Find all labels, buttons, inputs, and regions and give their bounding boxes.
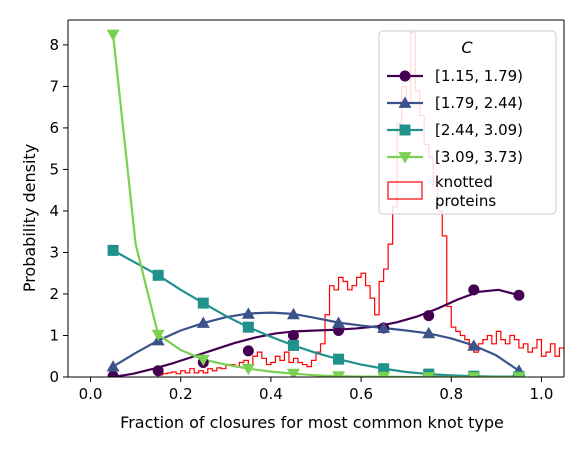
- y-tick-label-3: 3: [49, 243, 59, 261]
- legend-label-2: [2.44, 3.09): [435, 121, 523, 139]
- series-0-point-8: [468, 284, 479, 295]
- legend-hist-label-line-1: proteins: [435, 192, 496, 210]
- y-tick-label-4: 4: [49, 202, 59, 220]
- y-tick-label-0: 0: [49, 368, 59, 386]
- legend-hist-label-line-0: knotted: [435, 173, 493, 191]
- series-3-point-9: [512, 372, 525, 383]
- x-tick-label-2: 0.4: [259, 385, 283, 403]
- x-tick-label-3: 0.6: [349, 385, 373, 403]
- legend-title: C: [461, 38, 473, 57]
- series-0-point-3: [243, 345, 254, 356]
- series-0-point-1: [153, 365, 164, 376]
- series-0-point-7: [423, 310, 434, 321]
- series-3-point-8: [467, 372, 480, 383]
- series-2-point-1: [153, 270, 164, 281]
- y-tick-label-8: 8: [49, 36, 59, 54]
- series-0-point-4: [288, 330, 299, 341]
- y-tick-label-6: 6: [49, 119, 59, 137]
- legend-label-3: [3.09, 3.73): [435, 148, 523, 166]
- series-2-point-0: [108, 245, 119, 256]
- y-tick-label-5: 5: [49, 160, 59, 178]
- legend-marker-2: [400, 125, 411, 136]
- series-1-point-0: [107, 360, 120, 371]
- series-0-point-0: [108, 371, 119, 382]
- series-3-point-7: [422, 372, 435, 383]
- x-tick-label-1: 0.2: [169, 385, 193, 403]
- legend-label-1: [1.79, 2.44): [435, 94, 523, 112]
- x-tick-label-5: 1.0: [530, 385, 554, 403]
- series-2-point-4: [288, 340, 299, 351]
- series-0-point-9: [513, 290, 524, 301]
- y-tick-label-1: 1: [49, 326, 59, 344]
- series-2-point-2: [198, 298, 209, 309]
- y-tick-label-7: 7: [49, 77, 59, 95]
- legend-marker-0: [400, 71, 411, 82]
- x-tick-label-4: 0.8: [439, 385, 463, 403]
- x-tick-label-0: 0.0: [79, 385, 103, 403]
- series-2-point-3: [243, 322, 254, 333]
- series-3-point-0: [107, 30, 120, 41]
- x-axis-title: Fraction of closures for most common kno…: [120, 413, 504, 432]
- legend-label-0: [1.15, 1.79): [435, 67, 523, 85]
- legend: C [1.15, 1.79) [1.79, 2.44) [2.44, 3.09) [3.…: [379, 31, 556, 214]
- series-2-point-5: [333, 354, 344, 365]
- y-axis-title: Probability density: [20, 144, 39, 292]
- y-tick-label-2: 2: [49, 285, 59, 303]
